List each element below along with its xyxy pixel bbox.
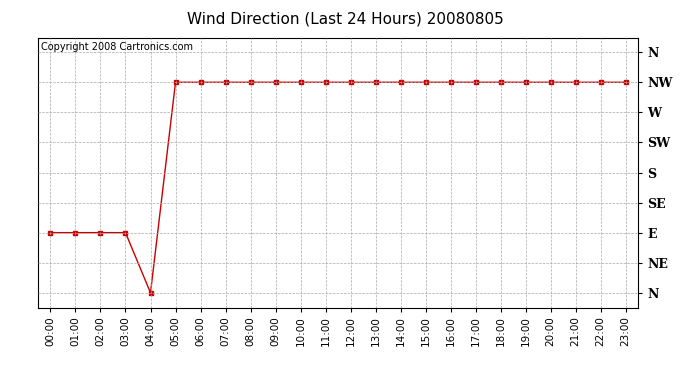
Text: Wind Direction (Last 24 Hours) 20080805: Wind Direction (Last 24 Hours) 20080805 — [186, 11, 504, 26]
Text: Copyright 2008 Cartronics.com: Copyright 2008 Cartronics.com — [41, 42, 193, 51]
